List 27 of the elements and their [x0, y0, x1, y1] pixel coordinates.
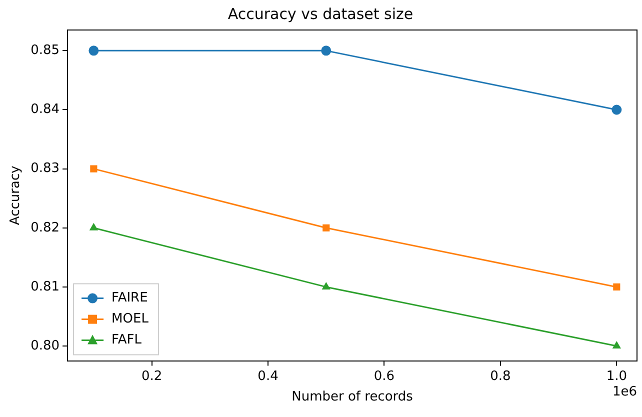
x-axis-title: Number of records [292, 390, 414, 405]
point [322, 224, 330, 232]
text: 1e6 [612, 384, 637, 400]
x-tick-label: 0.8 [490, 368, 511, 384]
x-tick-label: 0.4 [258, 368, 278, 384]
point [612, 104, 622, 115]
y-tick-label: 0.81 [30, 279, 60, 294]
legend-label: FAIRE [112, 290, 148, 306]
point [322, 282, 330, 290]
point [90, 165, 98, 172]
y-tick-label: 0.80 [30, 338, 60, 354]
x-tick-label: 0.6 [374, 368, 395, 384]
point [321, 46, 332, 56]
point [89, 222, 98, 230]
y-tick-label: 0.84 [30, 102, 60, 118]
point [613, 283, 620, 290]
y-tick-label: 0.83 [30, 161, 60, 176]
y-tick-label: 0.85 [30, 43, 60, 58]
legend-label: FAFL [112, 332, 142, 348]
y-tick-label: 0.82 [30, 220, 60, 236]
legend-label: MOEL [112, 312, 150, 327]
x-tick-label: 1.0 [606, 368, 628, 384]
x-tick-label: 0.2 [141, 368, 162, 384]
chart-title: Accuracy vs dataset size [228, 4, 414, 23]
y-axis-title: Accuracy [8, 165, 24, 226]
point [612, 341, 621, 349]
point [88, 46, 99, 56]
